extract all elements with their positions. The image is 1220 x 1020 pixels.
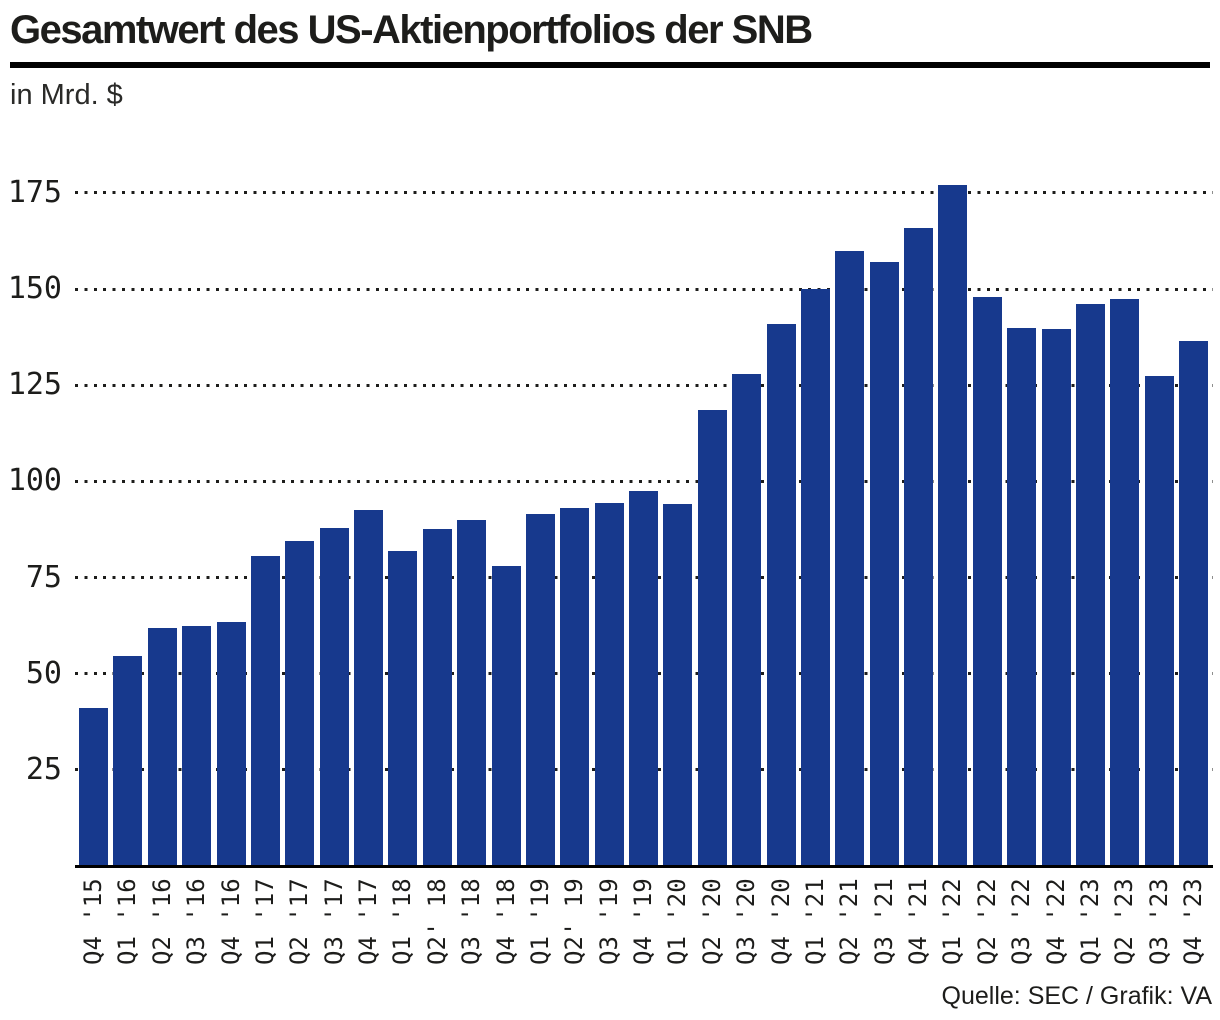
x-tick-label-q2-20: Q2 '20 bbox=[697, 878, 726, 966]
source-credit: Quelle: SEC / Grafik: VA bbox=[941, 982, 1212, 1010]
x-tick-label-q1-23: Q1 '23 bbox=[1075, 878, 1104, 966]
x-tick-label-q4-15: Q4 '15 bbox=[79, 878, 107, 966]
x-tick-label-q4-19: Q4 '19 bbox=[629, 878, 657, 966]
x-tick-label-q3-20: Q3 '20 bbox=[732, 878, 761, 966]
bar-q2-19 bbox=[560, 508, 590, 866]
bars-layer bbox=[79, 166, 1208, 866]
bar-q2-20 bbox=[697, 410, 727, 866]
gridline-100 bbox=[75, 479, 1213, 483]
x-tick-label-q3-18: Q3 '18 bbox=[457, 878, 486, 966]
chart-title: Gesamtwert des US-Aktienportfolios der S… bbox=[10, 8, 813, 52]
bar-q2-18 bbox=[422, 529, 452, 866]
bar-q2-23 bbox=[1110, 298, 1140, 866]
bar-q4-20 bbox=[766, 323, 796, 866]
y-tick-label-175: 175 bbox=[7, 174, 62, 210]
gridline-125 bbox=[75, 383, 1213, 387]
x-tick-label-q4-17: Q4 '17 bbox=[354, 878, 382, 966]
bar-q1-21 bbox=[800, 289, 830, 866]
x-tick-label-q3-22: Q3 '22 bbox=[1007, 878, 1036, 966]
x-tick-label-q4-23: Q4 '23 bbox=[1179, 878, 1207, 966]
bar-q1-23 bbox=[1075, 304, 1105, 866]
bar-q2-16 bbox=[147, 627, 177, 866]
bar-q2-21 bbox=[835, 250, 865, 866]
unit-label: in Mrd. $ bbox=[10, 79, 123, 111]
x-tick-label-q4-16: Q4 '16 bbox=[216, 878, 245, 966]
bar-q1-18 bbox=[388, 550, 418, 866]
bar-q4-18 bbox=[491, 566, 521, 866]
bar-q4-21 bbox=[904, 227, 933, 866]
x-tick-label-q1-21: Q1 '21 bbox=[800, 878, 829, 966]
x-tick-label-q1-19: Q1 '19 bbox=[525, 878, 554, 966]
bar-q3-22 bbox=[1007, 327, 1037, 866]
x-tick-label-q4-20: Q4 '20 bbox=[766, 878, 795, 966]
bar-q2-17 bbox=[285, 541, 315, 866]
bar-q3-18 bbox=[457, 519, 487, 866]
x-tick-label-q2-17: Q2 '17 bbox=[285, 878, 314, 966]
y-tick-label-25: 25 bbox=[25, 751, 62, 787]
x-tick-label-q2-19: Q2' 19 bbox=[560, 878, 589, 966]
bar-q4-17 bbox=[354, 510, 383, 866]
x-tick-label-q3-16: Q3 '16 bbox=[182, 878, 211, 966]
y-tick-label-100: 100 bbox=[7, 463, 62, 499]
bar-q4-23 bbox=[1179, 341, 1208, 866]
bar-q3-23 bbox=[1144, 375, 1174, 866]
plot-area bbox=[75, 166, 1213, 866]
x-tick-label-q4-22: Q4 '22 bbox=[1041, 878, 1070, 966]
x-tick-label-q3-23: Q3 '23 bbox=[1144, 878, 1173, 966]
x-tick-label-q1-17: Q1 '17 bbox=[250, 878, 279, 966]
y-tick-label-50: 50 bbox=[25, 655, 62, 691]
bar-q3-19 bbox=[594, 502, 624, 866]
y-tick-label-125: 125 bbox=[7, 367, 62, 403]
y-tick-label-150: 150 bbox=[7, 271, 62, 307]
bar-q2-22 bbox=[972, 296, 1002, 866]
bar-q3-17 bbox=[319, 527, 349, 866]
x-tick-label-q1-16: Q1 '16 bbox=[113, 878, 142, 966]
x-tick-label-q3-17: Q3 '17 bbox=[319, 878, 348, 966]
x-tick-label-q1-20: Q1 '20 bbox=[663, 878, 692, 966]
x-axis-line bbox=[75, 865, 1213, 868]
x-tick-label-q1-22: Q1 '22 bbox=[938, 878, 967, 966]
x-tick-label-q4-18: Q4 '18 bbox=[491, 878, 520, 966]
bar-q1-19 bbox=[525, 514, 555, 866]
x-tick-label-q3-21: Q3 '21 bbox=[869, 878, 898, 966]
gridline-150 bbox=[75, 287, 1213, 291]
bar-q1-20 bbox=[663, 504, 693, 866]
bar-q4-22 bbox=[1041, 329, 1071, 866]
x-tick-label-q2-16: Q2 '16 bbox=[147, 878, 176, 966]
y-tick-label-75: 75 bbox=[25, 559, 62, 595]
x-tick-label-q2-23: Q2 '23 bbox=[1110, 878, 1139, 966]
bar-q4-15 bbox=[79, 708, 108, 866]
bar-q1-17 bbox=[250, 556, 280, 866]
bar-q1-16 bbox=[113, 656, 143, 866]
x-tick-label-q2-18: Q2' 18 bbox=[422, 878, 451, 966]
bar-q4-19 bbox=[629, 491, 658, 866]
x-tick-label-q4-21: Q4 '21 bbox=[904, 878, 932, 966]
title-rule bbox=[10, 62, 1210, 68]
x-axis-labels: Q4 '15 Q1 '16 Q2 '16 Q3 '16 Q4 '16 Q1 '17 Q2 '… bbox=[79, 876, 1208, 968]
x-tick-label-q1-18: Q1 '18 bbox=[388, 878, 417, 966]
x-tick-label-q2-21: Q2 '21 bbox=[835, 878, 864, 966]
x-tick-label-q3-19: Q3 '19 bbox=[594, 878, 623, 966]
bar-q3-20 bbox=[732, 373, 762, 866]
bar-q4-16 bbox=[216, 621, 246, 866]
x-tick-label-q2-22: Q2 '22 bbox=[972, 878, 1001, 966]
gridline-175 bbox=[75, 191, 1213, 195]
bar-q1-22 bbox=[938, 185, 968, 866]
bar-q3-16 bbox=[182, 625, 212, 866]
bar-q3-21 bbox=[869, 262, 899, 866]
